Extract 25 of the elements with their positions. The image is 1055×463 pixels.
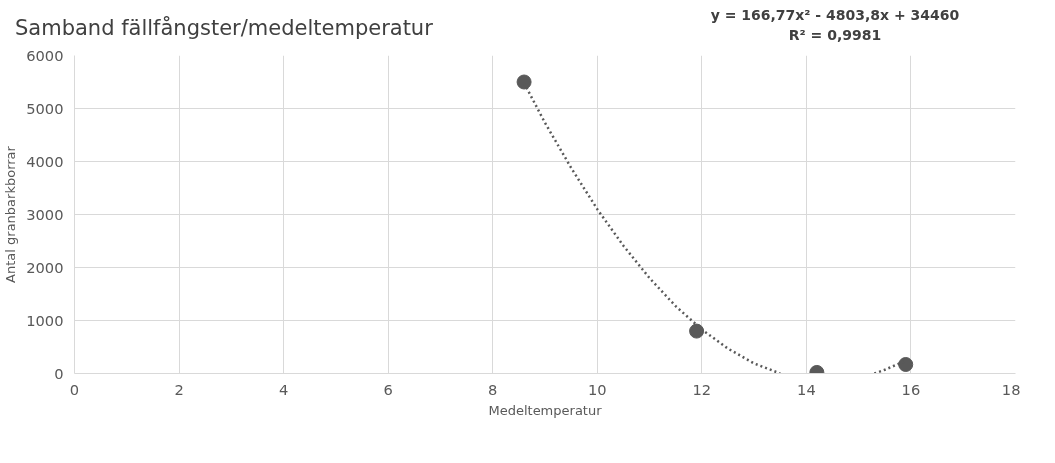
y-tick-label: 3000 (26, 205, 64, 223)
point (516, 74, 532, 90)
point (689, 323, 705, 339)
y-tick-label: 1000 (26, 311, 64, 329)
y-tick-label: 5000 (26, 99, 64, 117)
x-tick-label: 18 (1001, 380, 1021, 398)
chart-title: Samband fällfångster/medeltemperatur (15, 15, 433, 42)
x-tick-label: 16 (901, 380, 921, 398)
x-tick-label: 14 (797, 380, 816, 398)
y-tick-label: 2000 (26, 258, 64, 276)
text: R² = 0,9981 (788, 27, 882, 43)
x-tick-label: 0 (69, 380, 80, 398)
x-tick-label: 2 (174, 380, 184, 398)
x-axis-title: Medeltemperatur (488, 402, 603, 418)
y-tick-label: 6000 (26, 46, 64, 64)
x-tick-label: 10 (587, 380, 607, 398)
y-axis-title: Antal granbarkborrar (3, 145, 19, 283)
x-tick-label: 12 (692, 380, 712, 398)
x-tick-label: 6 (383, 380, 393, 398)
text: y = 166,77x² - 4803,8x + 34460 (710, 7, 960, 23)
x-tick-label: 8 (488, 380, 498, 398)
y-tick-label: 4000 (26, 152, 64, 170)
x-tick-label: 4 (278, 380, 289, 398)
y-tick-label: 0 (54, 364, 64, 382)
point (898, 357, 914, 372)
